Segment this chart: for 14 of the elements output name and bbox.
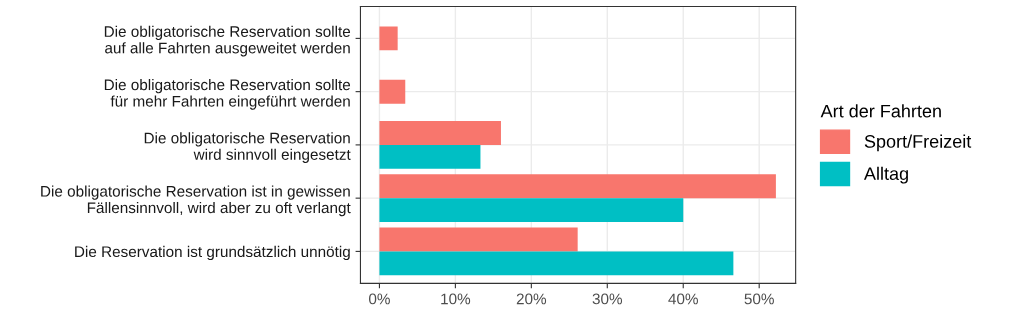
- legend-title: Art der Fahrten: [820, 104, 941, 118]
- y-tick-label: Die obligatorische Reservation ist in gewissen Fällensinnvoll, wird aber zu oft verlangt: [41, 185, 351, 217]
- x-tick-label: 10%: [441, 293, 471, 305]
- y-tick-label: Die Reservation ist grundsätzlich unnötig: [75, 245, 350, 261]
- x-tick-label: 20%: [516, 293, 547, 305]
- legend-label: Alltag: [863, 166, 908, 184]
- x-tick-label: 30%: [592, 293, 623, 305]
- y-tick-label: Die obligatorische Reservation sollte für mehr Fahrten eingeführt werden: [104, 78, 351, 110]
- x-tick-label: 0%: [368, 293, 390, 305]
- x-tick-label: 50%: [744, 293, 774, 305]
- y-tick-label: Die obligatorische Reservation sollte auf alle Fahrten ausgeweitet werden: [104, 25, 351, 57]
- x-tick-label: 40%: [668, 293, 698, 305]
- y-tick-label: Die obligatorische Reservation wird sinnvoll eingesetzt: [144, 132, 351, 163]
- legend-label: Sport/Freizeit: [864, 134, 972, 152]
